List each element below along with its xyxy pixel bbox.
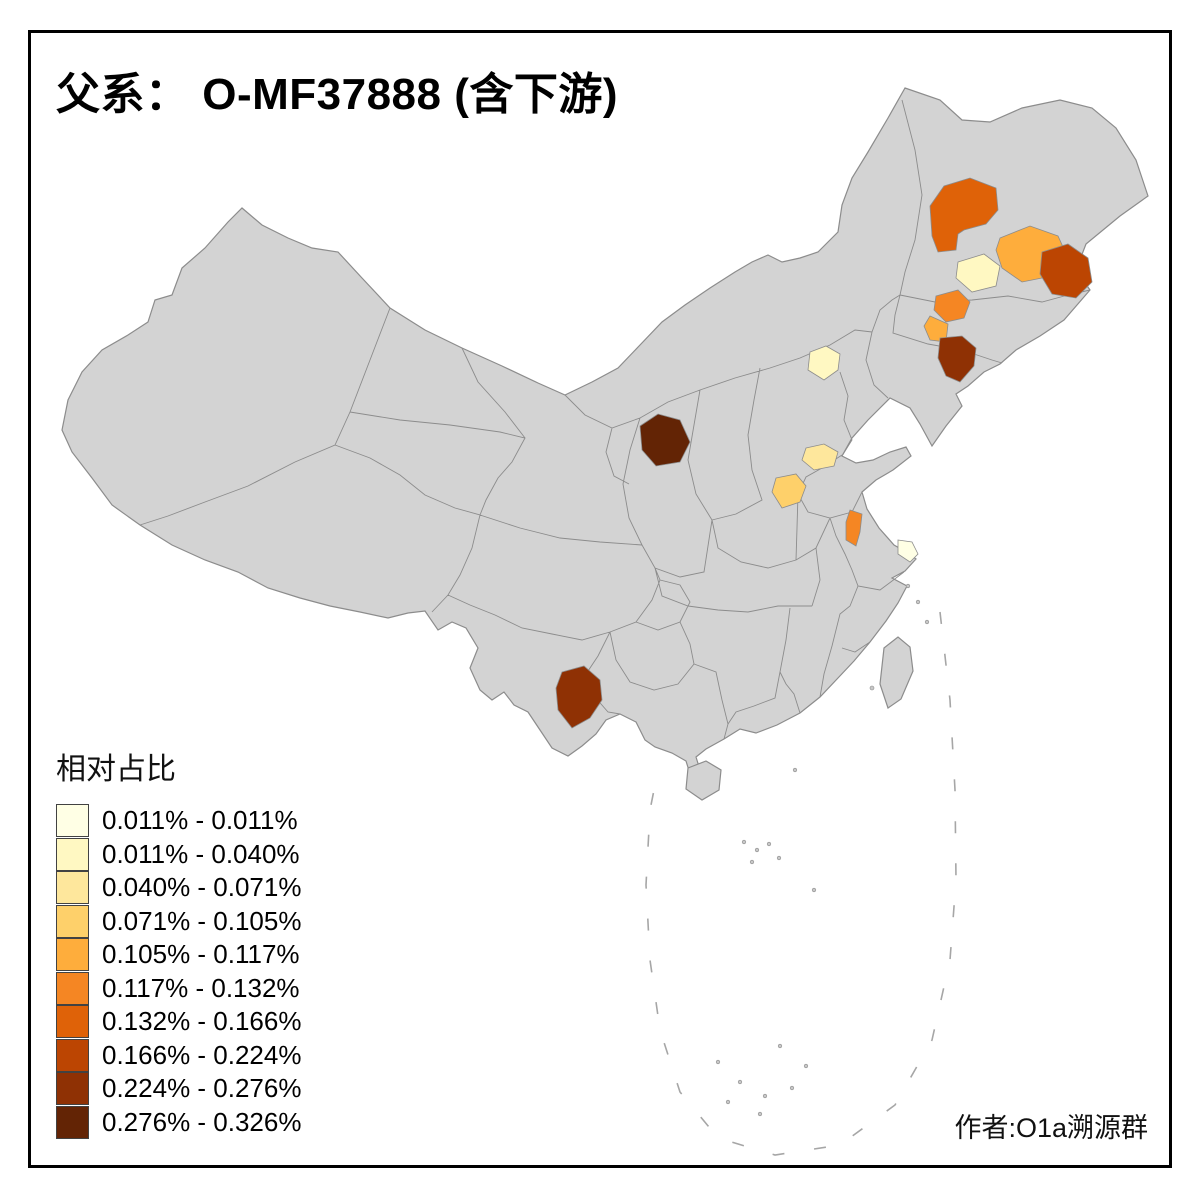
legend-item: 0.276% - 0.326%	[56, 1105, 302, 1140]
legend-label: 0.224% - 0.276%	[102, 1073, 302, 1104]
legend-item: 0.011% - 0.011%	[56, 804, 301, 838]
attribution-text: 作者:O1a溯源群	[954, 1113, 1148, 1143]
legend-item: 0.011% - 0.040%	[56, 837, 301, 872]
nine-dash-line	[645, 611, 957, 1156]
mainland-outline	[61, 87, 1149, 778]
map-region-yunnan-southeast	[555, 665, 603, 729]
legend-item: 0.040% - 0.071%	[56, 871, 301, 905]
map-region-anhui-central	[845, 509, 863, 547]
colored-regions	[555, 177, 1093, 729]
legend-swatch	[56, 971, 89, 1005]
legend-label: 0.071% - 0.105%	[102, 905, 302, 936]
legend-swatch	[56, 1072, 89, 1106]
small-islands	[715, 583, 930, 1117]
legend-label: 0.011% - 0.011%	[102, 805, 298, 836]
map-region-shandong-west	[801, 443, 839, 471]
legend-swatch	[56, 1038, 89, 1072]
legend-item: 0.071% - 0.105%	[56, 904, 302, 939]
page-title: 父系： O-MF37888 (含下游)	[56, 70, 619, 119]
legend-items: 0.011% - 0.011% 0.011% - 0.040% 0.040% - 0…	[56, 804, 301, 1139]
legend-swatch	[56, 871, 89, 905]
legend-label: 0.166% - 0.224%	[102, 1039, 302, 1070]
legend-label: 0.276% - 0.326%	[102, 1106, 302, 1137]
legend-swatch	[56, 1105, 89, 1139]
legend-label: 0.117% - 0.132%	[102, 972, 300, 1003]
legend-swatch	[56, 938, 89, 972]
legend: 相对占比 0.011% - 0.011% 0.011% - 0.040% 0.040…	[56, 744, 301, 1139]
map-region-jilin-southwest	[923, 315, 949, 343]
legend-label: 0.105% - 0.117%	[102, 939, 300, 970]
hainan-island	[685, 760, 722, 801]
map-region-heilongjiang-east	[1039, 243, 1093, 299]
map-region-beijing	[807, 345, 841, 381]
taiwan-island	[879, 636, 914, 709]
legend-swatch	[56, 904, 89, 938]
legend-label: 0.040% - 0.071%	[102, 872, 302, 903]
legend-swatch	[56, 1005, 89, 1039]
legend-item: 0.132% - 0.166%	[56, 1005, 301, 1039]
legend-item: 0.224% - 0.276%	[56, 1072, 301, 1106]
legend-title: 相对占比	[56, 753, 176, 786]
map-region-jilin-central	[933, 289, 971, 323]
map-region-heilongjiang-southwest	[955, 253, 1001, 293]
legend-item: 0.166% - 0.224%	[56, 1038, 302, 1073]
legend-swatch	[56, 837, 89, 871]
legend-swatch	[56, 804, 89, 838]
plot-frame	[28, 30, 1172, 1168]
map-region-liaoning-east	[937, 335, 977, 383]
map-region-henan-central	[771, 473, 807, 509]
legend-item: 0.117% - 0.132%	[56, 971, 301, 1006]
legend-item: 0.105% - 0.117%	[56, 938, 301, 972]
legend-label: 0.011% - 0.040%	[102, 838, 300, 869]
map-region-northeast-inner-mongolia	[929, 177, 999, 253]
map-region-shanxi-west	[639, 413, 691, 467]
legend-label: 0.132% - 0.166%	[102, 1006, 302, 1037]
map-region-shanghai	[897, 539, 919, 563]
